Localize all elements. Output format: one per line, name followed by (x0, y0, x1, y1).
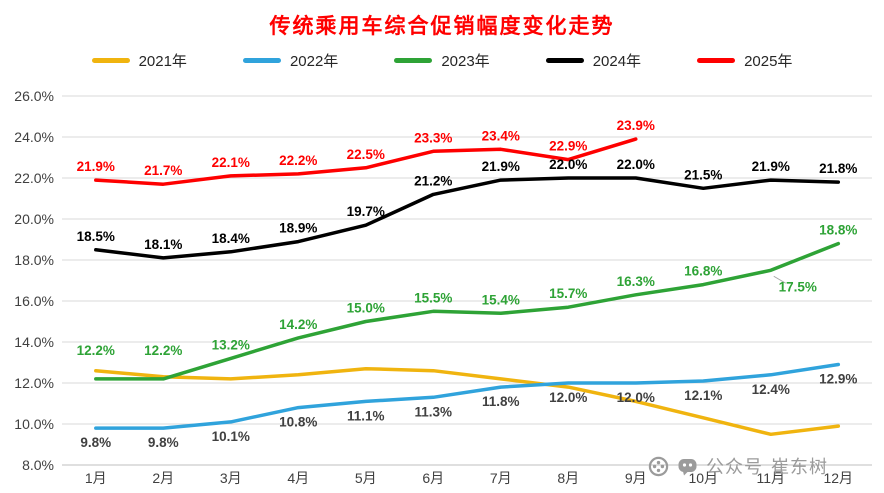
y-axis-tick-label: 18.0% (14, 252, 54, 268)
data-label: 14.2% (279, 317, 317, 332)
legend-label: 2022年 (289, 52, 339, 70)
y-axis-tick-label: 22.0% (14, 170, 54, 186)
data-label: 15.0% (347, 301, 385, 316)
y-axis-tick-label: 24.0% (14, 129, 54, 145)
series-line-2024年 (94, 176, 841, 260)
series-line-2021年 (94, 366, 841, 437)
data-label: 22.2% (279, 153, 317, 168)
legend-label: 2023年 (441, 52, 490, 70)
data-label: 21.9% (77, 159, 115, 174)
data-label: 18.4% (212, 231, 250, 246)
legend-item-2024年: 2024年 (545, 50, 642, 71)
series-line-2025年 (94, 137, 638, 186)
x-axis-tick-label: 1月 (85, 470, 107, 486)
legend-label: 2025年 (744, 52, 793, 70)
data-label: 21.9% (752, 159, 790, 174)
data-label: 18.8% (819, 223, 857, 238)
x-axis-tick-label: 3月 (220, 470, 242, 486)
x-axis-tick-label: 11月 (756, 470, 785, 486)
wechat-icon (677, 456, 698, 477)
x-axis-tick-label: 12月 (823, 470, 853, 486)
watermark-platform-label: 公众号 (706, 457, 763, 477)
y-axis-tick-label: 16.0% (14, 293, 54, 309)
x-axis-tick-label: 10月 (688, 470, 718, 486)
data-label: 11.8% (482, 394, 520, 409)
data-label: 11.3% (414, 404, 452, 419)
data-label: 12.0% (549, 390, 587, 405)
x-axis-tick-label: 7月 (490, 470, 512, 486)
data-label: 18.5% (77, 229, 115, 244)
data-label: 12.0% (617, 390, 655, 405)
y-axis-tick-label: 8.0% (22, 457, 54, 473)
y-axis-tick-label: 12.0% (14, 375, 54, 391)
legend-swatch (545, 57, 584, 63)
legend-label: 2024年 (592, 52, 642, 70)
chart-legend: 2021年 2022年 2023年 2024年 2025年 (0, 48, 884, 72)
chart-title: 传统乘用车综合促销幅度变化走势 (269, 15, 615, 38)
y-axis-tick-label: 14.0% (14, 334, 54, 350)
data-label: 11.1% (347, 408, 385, 423)
data-label: 10.1% (212, 429, 250, 444)
chart-canvas: 8.0% 10.0% 12.0% 14.0% 16.0% 18.0% 20.0% 22.0% 2… (14, 88, 872, 486)
data-label: 18.1% (144, 237, 182, 252)
data-label: 15.5% (414, 290, 452, 305)
legend-item-2022年: 2022年 (242, 50, 339, 71)
x-axis-tick-label: 6月 (422, 470, 444, 486)
y-axis-tick-label: 26.0% (14, 88, 54, 104)
legend-item-2023年: 2023年 (394, 50, 490, 71)
legend-item-2021年: 2021年 (91, 50, 187, 71)
data-label: 17.5% (779, 279, 817, 294)
data-label: 22.5% (347, 147, 385, 162)
data-label: 21.7% (144, 163, 182, 178)
series-line-2023年 (94, 241, 841, 381)
data-label: 16.8% (684, 264, 722, 279)
data-label: 21.5% (684, 167, 722, 182)
data-label: 22.0% (549, 157, 587, 172)
x-axis-tick-label: 8月 (557, 470, 579, 486)
data-label: 13.2% (212, 337, 250, 352)
data-label: 12.9% (819, 372, 857, 387)
data-label: 12.1% (684, 388, 722, 403)
data-label: 12.2% (144, 343, 182, 358)
data-label: 12.4% (752, 382, 790, 397)
data-label: 10.8% (279, 415, 317, 430)
legend-swatch (91, 57, 130, 63)
x-axis-tick-label: 5月 (355, 470, 377, 486)
legend-item-2025年: 2025年 (697, 50, 792, 71)
data-label: 23.4% (482, 128, 520, 143)
data-label: 9.8% (80, 435, 111, 450)
x-axis-tick-label: 2月 (152, 470, 174, 486)
x-axis-tick-label: 9月 (625, 470, 647, 486)
label-leader-line (773, 275, 787, 284)
data-label: 15.4% (482, 292, 520, 307)
x-axis-tick-label: 4月 (287, 470, 309, 486)
y-axis-tick-label: 10.0% (14, 416, 54, 432)
legend-swatch (394, 57, 433, 63)
data-label: 21.2% (414, 173, 452, 188)
data-label: 19.7% (347, 204, 385, 219)
data-label: 23.9% (617, 118, 655, 133)
legend-swatch (242, 57, 281, 63)
moments-icon (648, 456, 669, 477)
legend-swatch (697, 57, 736, 63)
data-label: 12.2% (77, 343, 115, 358)
data-label: 22.1% (212, 155, 250, 170)
y-axis-tick-label: 20.0% (14, 211, 54, 227)
data-label: 22.9% (549, 139, 587, 154)
data-label: 16.3% (617, 274, 655, 289)
data-label: 15.7% (549, 286, 587, 301)
data-label: 21.8% (819, 161, 857, 176)
data-label: 22.0% (617, 157, 655, 172)
data-label: 9.8% (148, 435, 179, 450)
legend-label: 2021年 (138, 52, 187, 70)
data-label: 18.9% (279, 221, 317, 236)
series-line-2022年 (94, 362, 841, 430)
data-label: 23.3% (414, 130, 452, 145)
watermark: 公众号 崔东树 (648, 453, 828, 479)
watermark-author-label: 崔东树 (771, 457, 828, 477)
data-label: 21.9% (482, 159, 520, 174)
